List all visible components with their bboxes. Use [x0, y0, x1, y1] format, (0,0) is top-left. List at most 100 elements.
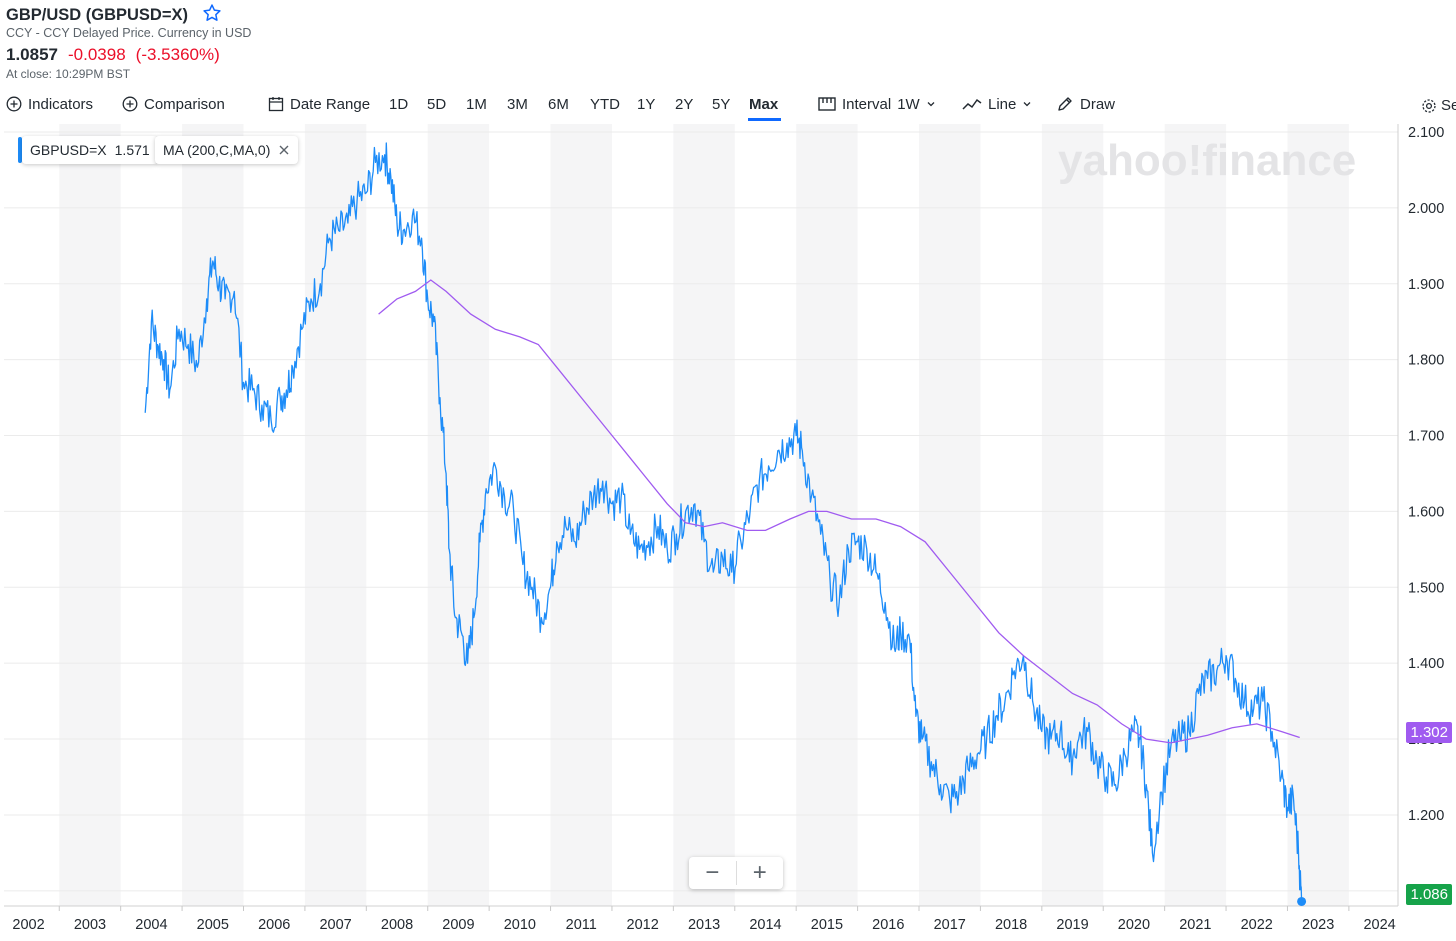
settings-button[interactable]: Se — [1421, 97, 1456, 114]
chevron-down-icon — [927, 102, 935, 107]
x-tick-label: 2009 — [442, 917, 474, 933]
plus-circle-icon — [6, 96, 22, 112]
range-2y[interactable]: 2Y — [675, 95, 694, 113]
draw-button[interactable]: Draw — [1056, 92, 1115, 116]
x-tick-label: 2016 — [872, 917, 904, 933]
x-tick-label: 2014 — [749, 917, 781, 933]
x-tick-label: 2024 — [1363, 917, 1395, 933]
range-1y[interactable]: 1Y — [637, 95, 656, 113]
year-band — [1164, 124, 1227, 906]
x-tick-label: 2010 — [504, 917, 536, 933]
year-band — [796, 124, 858, 906]
year-band — [1041, 124, 1104, 906]
year-band — [550, 124, 612, 906]
year-band — [304, 124, 367, 906]
star-icon[interactable] — [202, 3, 222, 28]
indicators-button[interactable]: Indicators — [6, 92, 93, 116]
active-range-indicator — [748, 118, 781, 121]
zoom-divider — [735, 861, 737, 885]
calendar-icon — [268, 97, 284, 112]
y-tick-label: 2.100 — [1408, 125, 1444, 141]
close-icon[interactable] — [278, 144, 290, 156]
date-range-button[interactable]: Date Range — [268, 92, 370, 116]
y-tick-label: 1.700 — [1408, 429, 1444, 445]
y-tick-label: 1.800 — [1408, 353, 1444, 369]
price-series-line — [144, 142, 1303, 902]
range-1m[interactable]: 1M — [466, 95, 487, 113]
series-color-bar — [18, 137, 22, 163]
legend-indicator-label: MA (200,C,MA,0) — [163, 142, 271, 158]
y-tick-label: 1.400 — [1408, 656, 1444, 672]
year-band — [919, 124, 981, 906]
x-tick-label: 2003 — [74, 917, 106, 933]
range-ytd[interactable]: YTD — [590, 95, 620, 113]
close-time: At close: 10:29PM BST — [6, 67, 131, 81]
current-price: 1.0857 — [6, 45, 58, 64]
gear-icon — [1422, 98, 1436, 113]
ma-price-tag: 1.302 — [1406, 722, 1452, 743]
x-tick-label: 2017 — [934, 917, 966, 933]
indicators-label: Indicators — [28, 95, 94, 113]
range-6m[interactable]: 6M — [548, 95, 569, 113]
legend-symbol: GBPUSD=X — [30, 142, 107, 158]
yahoo-finance-watermark: yahoo!finance — [1058, 136, 1356, 185]
y-tick-label: 2.000 — [1408, 201, 1444, 217]
quote-subtitle: CCY - CCY Delayed Price. Currency in USD — [6, 26, 252, 40]
legend-value: 1.571 — [114, 142, 150, 158]
comparison-label: Comparison — [144, 95, 225, 113]
plus-circle-icon — [122, 96, 138, 112]
interval-icon — [818, 97, 836, 111]
year-band — [427, 124, 490, 906]
interval-label: Interval — [842, 95, 892, 113]
range-max[interactable]: Max — [749, 95, 779, 113]
date-range-label: Date Range — [290, 95, 371, 113]
range-3m[interactable]: 3M — [507, 95, 528, 113]
price-chart[interactable]: yahoo!finance 2.100 2.000 1.900 1.800 1.700 1… — [0, 124, 1456, 941]
moving-average-line — [378, 279, 1300, 744]
last-price-marker — [1297, 896, 1307, 906]
x-tick-label: 2015 — [811, 917, 843, 933]
year-band — [182, 124, 244, 906]
x-tick-label: 2019 — [1056, 917, 1088, 933]
price-change: -0.0398 — [68, 45, 126, 64]
range-1d[interactable]: 1D — [389, 95, 409, 113]
comparison-button[interactable]: Comparison — [122, 92, 225, 116]
x-tick-label: 2011 — [566, 917, 597, 933]
x-tick-label: 2023 — [1302, 917, 1334, 933]
chart-type-dropdown[interactable]: Line — [962, 92, 1032, 116]
legend-series[interactable]: GBPUSD=X 1.571 — [22, 136, 158, 164]
x-tick-label: 2007 — [319, 917, 351, 933]
year-band — [1287, 124, 1349, 906]
y-tick-label: 1.900 — [1408, 277, 1444, 293]
legend-indicator[interactable]: MA (200,C,MA,0) — [155, 136, 299, 164]
zoom-controls: − + — [689, 857, 783, 889]
x-tick-label: 2008 — [381, 917, 413, 933]
interval-dropdown[interactable]: Interval 1W — [818, 92, 936, 116]
quote-title-row: GBP/USD (GBPUSD=X) — [6, 3, 222, 28]
x-tick-label: 2006 — [258, 917, 290, 933]
x-tick-label: 2020 — [1118, 917, 1150, 933]
interval-value: 1W — [897, 95, 920, 113]
price-row: 1.0857 -0.0398 (-3.5360%) — [6, 45, 220, 65]
page-title: GBP/USD (GBPUSD=X) — [6, 6, 188, 24]
x-tick-label: 2018 — [995, 917, 1027, 933]
settings-label: Se — [1441, 97, 1456, 114]
x-tick-label: 2004 — [135, 917, 167, 933]
range-5y[interactable]: 5Y — [712, 95, 731, 113]
pencil-icon — [1058, 97, 1072, 111]
y-tick-label: 1.500 — [1408, 580, 1444, 596]
zoom-in-button[interactable]: + — [752, 859, 767, 886]
year-band — [673, 124, 735, 906]
range-5d[interactable]: 5D — [427, 95, 447, 113]
draw-label: Draw — [1080, 95, 1116, 113]
price-change-percent: (-3.5360%) — [135, 45, 220, 64]
chart-type-label: Line — [988, 95, 1017, 113]
last-price-tag: 1.086 — [1406, 884, 1452, 905]
zoom-out-button[interactable]: − — [705, 859, 720, 886]
x-tick-label: 2005 — [197, 917, 229, 933]
year-band — [59, 124, 121, 906]
x-tick-label: 2002 — [12, 917, 44, 933]
x-tick-label: 2021 — [1179, 917, 1211, 933]
line-chart-icon — [962, 98, 982, 110]
x-tick-label: 2022 — [1241, 917, 1273, 933]
